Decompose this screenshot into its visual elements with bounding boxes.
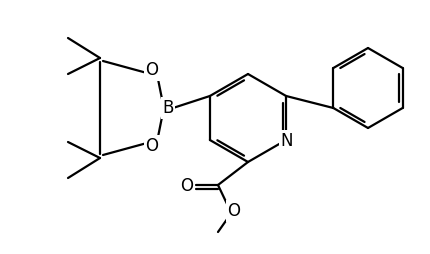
Text: O: O [145,61,159,79]
Text: O: O [181,177,194,195]
Text: O: O [227,202,240,220]
Text: N: N [281,132,293,150]
Text: O: O [145,137,159,155]
Text: B: B [162,99,174,117]
